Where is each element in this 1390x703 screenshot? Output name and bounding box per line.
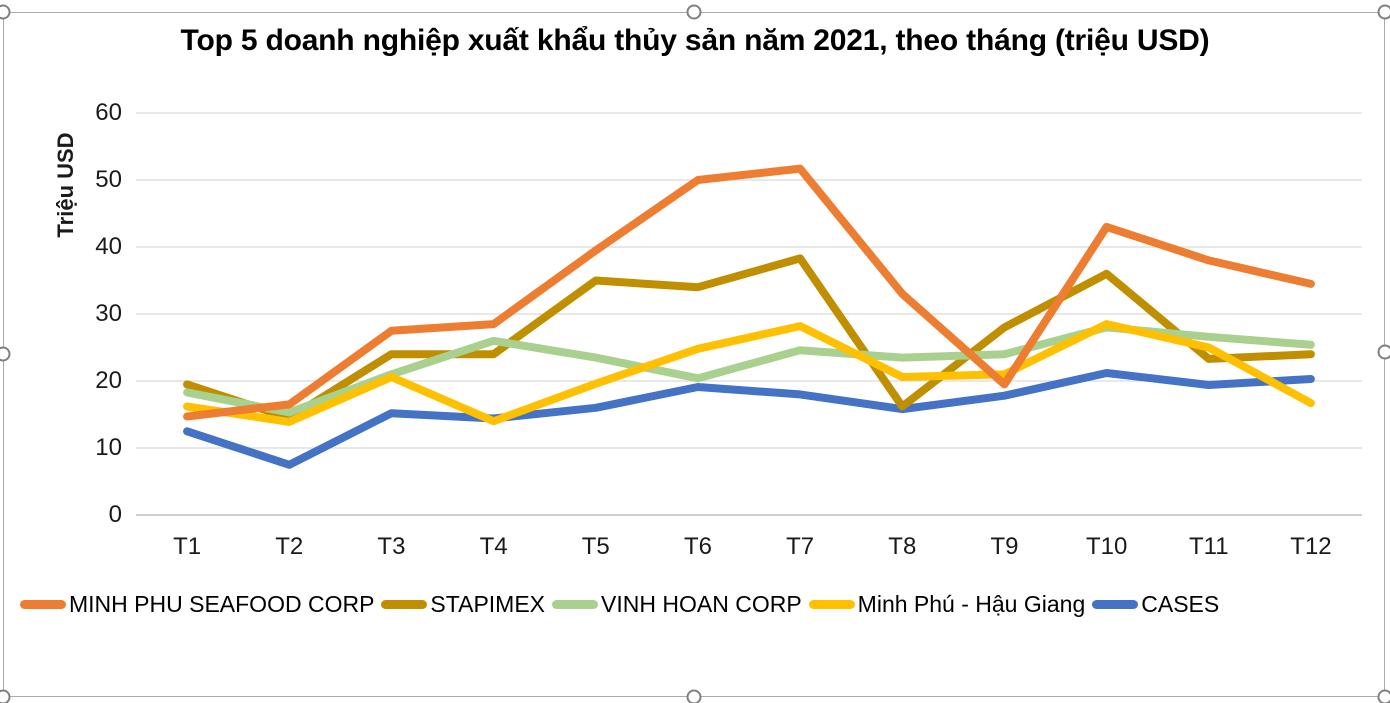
chart-legend: MINH PHU SEAFOOD CORP STAPIMEX VINH HOAN… bbox=[20, 590, 1219, 618]
y-axis-tick-labels: 60 50 40 30 20 10 0 bbox=[0, 101, 122, 527]
y-tick: 50 bbox=[95, 166, 122, 193]
legend-label: VINH HOAN CORP bbox=[601, 591, 802, 617]
y-tick: 40 bbox=[95, 233, 122, 260]
legend-label: Minh Phú - Hậu Giang bbox=[857, 591, 1086, 617]
y-tick: 20 bbox=[95, 367, 122, 394]
selection-handle-mid-right[interactable] bbox=[1377, 344, 1390, 360]
x-axis-tick-labels: T1 T2 T3 T4 T5 T6 T7 T8 T9 T10 T11 T12 bbox=[136, 533, 1362, 561]
legend-label: STAPIMEX bbox=[430, 591, 546, 617]
chart-title: Top 5 doanh nghiệp xuất khẩu thủy sản nă… bbox=[180, 24, 1210, 57]
legend-swatch bbox=[1092, 599, 1139, 609]
x-tick: T4 bbox=[479, 533, 508, 560]
legend-swatch bbox=[381, 599, 428, 609]
legend-item-minh-phu-hau-giang[interactable]: Minh Phú - Hậu Giang bbox=[808, 590, 1086, 618]
selection-handle-top-center[interactable] bbox=[686, 4, 702, 20]
legend-label: MINH PHU SEAFOOD CORP bbox=[69, 591, 375, 617]
x-tick: T6 bbox=[683, 533, 712, 560]
x-tick: T12 bbox=[1290, 533, 1332, 560]
legend-swatch bbox=[20, 599, 66, 609]
x-tick: T2 bbox=[275, 533, 304, 560]
x-tick: T5 bbox=[581, 533, 610, 560]
y-tick: 10 bbox=[95, 434, 122, 461]
x-tick: T11 bbox=[1189, 533, 1229, 560]
selection-handle-top-right[interactable] bbox=[1377, 4, 1390, 20]
x-tick: T3 bbox=[377, 533, 406, 560]
legend-swatch bbox=[808, 599, 855, 609]
y-tick: 0 bbox=[108, 501, 122, 528]
legend-swatch bbox=[552, 599, 599, 609]
legend-item-cases[interactable]: CASES bbox=[1092, 590, 1219, 618]
x-tick: T7 bbox=[786, 533, 815, 560]
y-tick: 30 bbox=[95, 300, 122, 327]
y-tick: 60 bbox=[95, 99, 122, 126]
x-tick: T10 bbox=[1085, 533, 1128, 560]
legend-item-vinh-hoan[interactable]: VINH HOAN CORP bbox=[552, 590, 802, 618]
legend-item-minh-phu-seafood[interactable]: MINH PHU SEAFOOD CORP bbox=[20, 590, 374, 618]
selection-handle-mid-left[interactable] bbox=[0, 346, 11, 362]
x-tick: T1 bbox=[173, 533, 202, 560]
legend-label: CASES bbox=[1141, 591, 1220, 617]
legend-item-stapimex[interactable]: STAPIMEX bbox=[381, 590, 545, 618]
x-tick: T8 bbox=[888, 533, 917, 560]
x-tick: T9 bbox=[990, 533, 1019, 560]
selection-handle-top-left[interactable] bbox=[0, 4, 11, 20]
